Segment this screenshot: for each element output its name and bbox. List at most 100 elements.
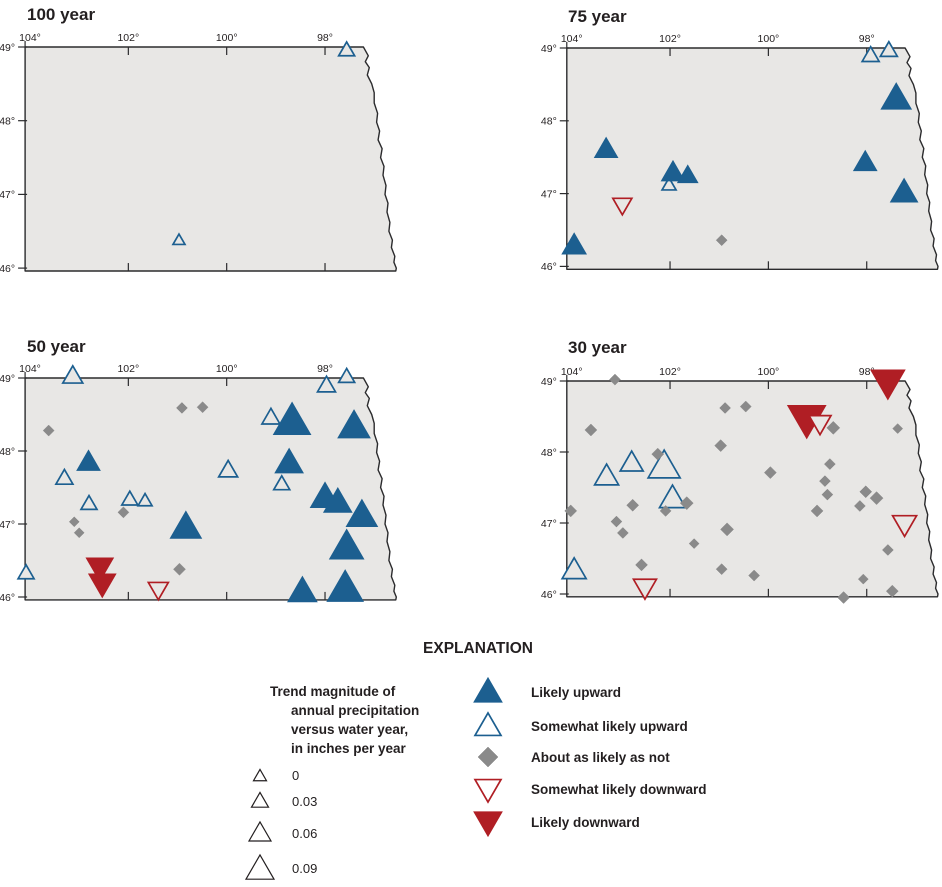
latitude-tick-label: 49°	[541, 43, 557, 55]
about-as-likely-as-not-symbol	[609, 373, 621, 386]
somewhat-likely-upward-symbol	[79, 493, 99, 511]
about-as-likely-as-not-symbol	[748, 569, 760, 582]
about-as-likely-as-not-symbol	[610, 515, 623, 528]
north-dakota-outline	[566, 380, 939, 598]
size-scale-value: 0.03	[292, 794, 317, 809]
somewhat-likely-upward-symbol	[217, 458, 240, 478]
about-as-likely-as-not-symbol	[892, 423, 904, 434]
size-scale-triangle	[250, 791, 270, 808]
likely-upward-symbol	[345, 498, 379, 528]
about-as-likely-as-not-symbol	[810, 504, 824, 518]
somewhat-likely-upward-symbol	[260, 406, 282, 425]
longitude-tick-label: 102°	[659, 33, 681, 45]
longitude-tick-label: 102°	[659, 366, 681, 378]
likely-upward-symbol	[328, 528, 365, 560]
map-75-year: 75 year 104° 102° 100° 98° 49° 48° 47° 46°	[541, 7, 939, 273]
somewhat-likely-upward-symbol	[272, 474, 292, 491]
size-scale-heading-line: in inches per year	[291, 741, 407, 756]
likely-upward-symbol	[660, 159, 686, 182]
longitude-tick-label: 104°	[19, 32, 41, 44]
longitude-tick-label: 100°	[758, 33, 780, 45]
about-as-likely-as-not-symbol	[857, 573, 869, 585]
about-as-likely-as-not-symbol	[584, 423, 598, 437]
somewhat-likely-downward-symbol	[473, 778, 503, 804]
north-dakota-outline	[24, 377, 397, 601]
longitude-tick-label: 104°	[561, 366, 583, 378]
latitude-tick-label: 49°	[0, 373, 15, 385]
somewhat-likely-upward-symbol	[54, 467, 75, 486]
map-title-50-year: 50 year	[27, 337, 86, 356]
likely-upward-symbol	[593, 136, 619, 159]
size-scale-triangle	[247, 820, 273, 842]
latitude-tick-label: 46°	[0, 263, 15, 275]
about-as-likely-as-not-symbol	[176, 402, 188, 414]
likely-upward-symbol	[880, 82, 913, 110]
north-dakota-outline	[24, 46, 397, 272]
latitude-tick-label: 48°	[541, 447, 557, 459]
likely-upward-symbol	[889, 177, 919, 203]
longitude-tick-label: 104°	[561, 33, 583, 45]
map-title-75-year: 75 year	[568, 7, 627, 26]
likely-upward-symbol	[287, 575, 318, 603]
category-label-somewhat-likely-downward: Somewhat likely downward	[531, 782, 707, 797]
latitude-tick-label: 49°	[0, 42, 15, 54]
likely-upward-symbol	[322, 487, 353, 513]
north-dakota-outline	[566, 47, 939, 270]
somewhat-likely-upward-symbol	[660, 176, 678, 191]
somewhat-likely-upward-symbol	[136, 491, 154, 507]
likely-upward-symbol	[337, 409, 371, 439]
latitude-tick-label: 47°	[0, 519, 15, 531]
about-as-likely-as-not-symbol	[885, 584, 899, 598]
longitude-tick-label: 98°	[317, 32, 333, 44]
somewhat-likely-downward-symbol	[631, 578, 658, 601]
about-as-likely-as-not-symbol	[635, 558, 648, 572]
latitude-tick-label: 47°	[541, 188, 557, 200]
somewhat-likely-upward-symbol	[560, 556, 588, 580]
somewhat-likely-upward-symbol	[120, 489, 140, 506]
latitude-tick-label: 46°	[541, 261, 557, 273]
somewhat-likely-upward-symbol	[337, 40, 357, 57]
likely-upward-symbol	[76, 449, 101, 471]
size-scale-heading-line: versus water year,	[291, 722, 408, 737]
somewhat-likely-upward-symbol	[878, 39, 899, 58]
latitude-tick-label: 49°	[541, 376, 557, 388]
longitude-tick-label: 100°	[216, 32, 238, 44]
somewhat-likely-downward-symbol	[611, 197, 634, 217]
size-scale-heading-line: annual precipitation	[291, 703, 419, 718]
latitude-tick-label: 47°	[0, 189, 15, 201]
size-scale-triangle	[252, 768, 268, 782]
likely-upward-symbol	[561, 232, 588, 255]
about-as-likely-as-not-symbol	[564, 504, 578, 518]
somewhat-likely-upward-symbol	[860, 45, 881, 63]
somewhat-likely-upward-symbol	[658, 483, 687, 509]
category-label-about-as-likely-as-not: About as likely as not	[531, 750, 670, 765]
size-scale-heading-line: Trend magnitude of	[270, 684, 396, 699]
about-as-likely-as-not-symbol	[823, 458, 836, 470]
longitude-tick-label: 100°	[758, 366, 780, 378]
likely-upward-symbol	[676, 164, 699, 184]
about-as-likely-as-not-symbol	[739, 400, 752, 413]
likely-upward-symbol	[326, 569, 365, 602]
somewhat-likely-upward-symbol	[646, 448, 682, 479]
map-50-year: 50 year 104° 102° 100° 98° 49° 48° 47° 46°	[0, 337, 397, 604]
about-as-likely-as-not-symbol	[616, 527, 629, 539]
about-as-likely-as-not-symbol	[688, 538, 700, 549]
about-as-likely-as-not-symbol	[173, 562, 186, 576]
likely-upward-symbol	[473, 676, 503, 703]
longitude-tick-label: 102°	[117, 32, 139, 44]
somewhat-likely-upward-symbol	[337, 366, 357, 384]
about-as-likely-as-not-symbol	[837, 591, 850, 604]
latitude-tick-label: 48°	[0, 446, 15, 458]
longitude-tick-label: 104°	[19, 363, 41, 375]
longitude-tick-label: 100°	[216, 363, 238, 375]
map-title-30-year: 30 year	[568, 338, 627, 357]
size-scale-triangle	[244, 853, 276, 880]
about-as-likely-as-not-symbol	[882, 544, 894, 556]
about-as-likely-as-not-symbol	[73, 527, 85, 539]
about-as-likely-as-not-symbol	[626, 498, 640, 512]
about-as-likely-as-not-symbol	[719, 402, 731, 414]
latitude-tick-label: 48°	[541, 116, 557, 128]
about-as-likely-as-not-symbol	[821, 488, 834, 501]
about-as-likely-as-not-symbol	[819, 475, 831, 487]
